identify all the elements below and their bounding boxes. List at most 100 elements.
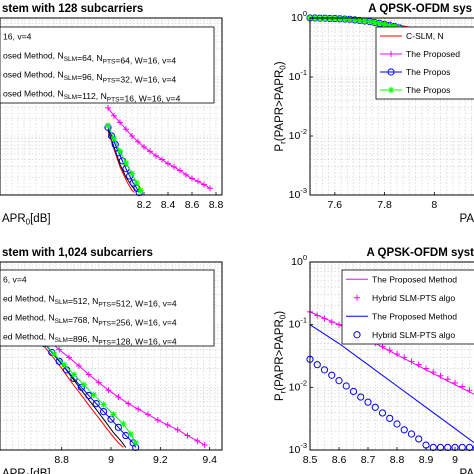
data-point [133, 179, 140, 187]
series-4 [306, 355, 474, 452]
legend-item: The Proposed Method [346, 274, 457, 284]
legend-label: The Propos [406, 85, 450, 95]
data-point [444, 443, 452, 452]
legend-item: osed Method, NSLM=112, NPTS=16, W=16, v=… [3, 89, 181, 104]
data-point [154, 417, 161, 424]
data-point [116, 148, 124, 155]
legend-box [375, 26, 474, 100]
x-tick-label: 8.8 [209, 199, 224, 211]
legend-item: ed Method, NSLM=768, NPTS=256, W=16, v=4 [3, 313, 177, 328]
data-point [141, 144, 147, 151]
data-point [194, 437, 201, 444]
data-point [451, 443, 459, 452]
x-tick-label: 8.4 [161, 199, 176, 211]
y-tick-label: 10-3 [289, 186, 307, 201]
data-point [336, 321, 342, 328]
data-point [85, 391, 93, 400]
legend: C-SLM, N The Proposed The Propos The Propos [375, 26, 474, 100]
legend-item: The Propos [380, 67, 450, 77]
legend-item: ed Method, NSLM=512, NPTS=512, W=16, v=4 [3, 294, 177, 309]
legend-item: The Proposed Method [346, 311, 457, 321]
data-point [159, 156, 165, 163]
series-3 [107, 129, 136, 191]
chart-panel-2: 7.6 7.8 8 100 10-1 10-2 10-3 Pr(PAPR>PAPR0) A QP… [274, 3, 474, 225]
data-point [326, 15, 334, 22]
data-point [90, 391, 97, 399]
x-tick-label: 8.9 [419, 454, 434, 466]
data-point [111, 112, 117, 119]
x-tick-label: 9.2 [153, 454, 168, 466]
series-5 [104, 122, 144, 194]
data-point [132, 439, 139, 447]
data-point [174, 426, 181, 433]
data-point [465, 443, 474, 452]
data-point [357, 393, 365, 401]
legend-marker [387, 68, 395, 76]
data-point [407, 430, 416, 438]
legend-label: C-SLM, N [406, 31, 444, 41]
legend-marker [353, 331, 361, 339]
data-point [128, 170, 136, 177]
data-point [137, 187, 144, 194]
data-point [328, 319, 335, 326]
legend-label: The Proposed [406, 49, 460, 59]
data-point [95, 379, 102, 386]
data-point [70, 371, 78, 378]
legend-item: 16, v=4 [3, 32, 32, 42]
x-tick-label: 7.8 [377, 199, 392, 211]
data-point [115, 394, 122, 401]
legend-label: The Proposed Method [372, 311, 457, 321]
data-point [107, 415, 115, 423]
data-point [66, 354, 73, 361]
data-point [145, 411, 151, 418]
legend-item: Hybrid SLM-PTS algo [354, 293, 455, 303]
data-point [361, 17, 368, 25]
data-point [335, 377, 343, 385]
data-point [466, 387, 473, 394]
data-point [207, 185, 213, 192]
data-point [147, 148, 153, 155]
x-tick-label: 8.2 [137, 199, 152, 211]
legend-item: osed Method, NSLM=96, NPTS=32, W=16, v=4 [3, 70, 176, 85]
data-point [336, 15, 344, 22]
data-point [341, 15, 348, 23]
data-point [164, 422, 171, 429]
y-tick-label: 10-2 [289, 127, 307, 142]
data-point [444, 376, 451, 383]
data-point [429, 443, 437, 452]
legend: 6, v=4 ed Method, NSLM=512, NPTS=512, W=1… [0, 269, 215, 347]
data-point [77, 383, 86, 391]
data-point [114, 423, 123, 431]
x-tick-label: 8.7 [361, 454, 376, 466]
data-point [48, 348, 56, 357]
data-point [400, 426, 408, 434]
data-point [171, 163, 177, 170]
x-axis-label: PA [460, 468, 474, 474]
legend-label: osed Method, NSLM=64, NPTS=64, W=16, v=4 [3, 51, 176, 66]
data-point [415, 361, 422, 368]
x-tick-label: 9 [452, 454, 458, 466]
data-point [391, 23, 398, 30]
legend-label: 6, v=4 [3, 275, 27, 285]
data-point [430, 369, 437, 376]
data-point [313, 361, 321, 369]
x-tick-label: 8.8 [54, 454, 69, 466]
data-point [366, 18, 373, 25]
data-point [459, 383, 466, 390]
y-axis-label: Pr(PAPR>PAPR0) [274, 311, 288, 401]
x-tick-label: 8 [431, 199, 437, 211]
y-tick-label: 100 [291, 253, 307, 268]
legend-marker [388, 51, 394, 57]
data-point [394, 351, 400, 358]
data-point [201, 442, 208, 449]
legend-marker [387, 86, 395, 94]
data-point [135, 138, 141, 145]
data-point [105, 387, 112, 394]
series-line [44, 343, 137, 448]
data-point [105, 104, 111, 111]
data-point [320, 366, 329, 374]
series-1 [105, 104, 213, 192]
data-point [386, 414, 394, 422]
x-axis-label: PA [460, 213, 474, 225]
legend-item: The Propos [380, 85, 450, 95]
